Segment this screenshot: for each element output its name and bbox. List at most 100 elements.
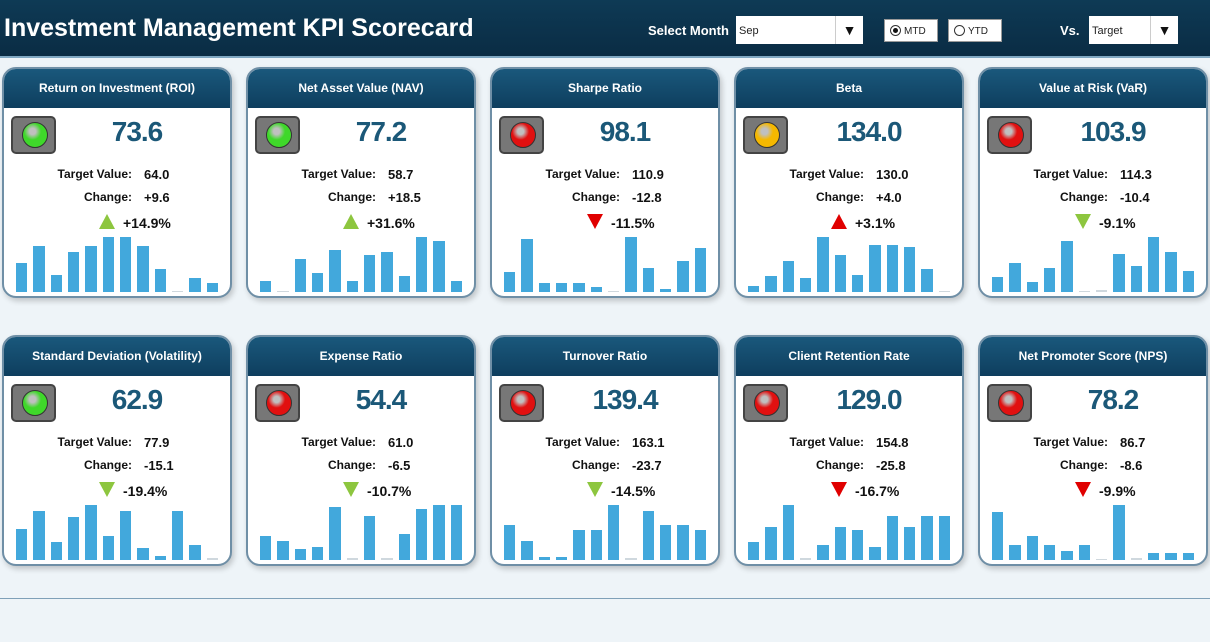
kpi-value: 139.4: [592, 384, 658, 415]
trend-bar: [694, 248, 706, 292]
trend-bar: [154, 556, 166, 560]
trend-bar: [85, 246, 97, 292]
trend-bar: [1078, 544, 1090, 560]
trend-bar-chart: [504, 234, 706, 292]
arrow-up-icon: [99, 214, 115, 229]
arrow-up-icon: [343, 214, 359, 229]
trend-bar: [504, 272, 516, 292]
target-label: Target Value:: [1033, 167, 1108, 181]
trend-bar: [1078, 290, 1090, 292]
target-value: 77.9: [144, 435, 170, 450]
trend-bar-chart: [16, 502, 218, 560]
trend-bar-chart: [748, 502, 950, 560]
vs-select[interactable]: Target ▼: [1089, 16, 1178, 44]
mtd-radio[interactable]: MTD: [884, 19, 938, 42]
trend-bar: [1182, 553, 1194, 560]
trend-bar: [748, 542, 760, 560]
status-light-icon: [11, 384, 56, 422]
trend-bar: [433, 241, 445, 292]
change-percent: +14.9%: [99, 214, 171, 231]
trend-bar: [886, 245, 898, 292]
change-percent: -9.1%: [1075, 214, 1136, 231]
trend-bar-chart: [992, 502, 1194, 560]
trend-bar: [329, 507, 341, 560]
trend-bar: [119, 237, 132, 292]
trend-bar: [817, 237, 829, 292]
change-value: -12.8: [632, 190, 662, 205]
trend-bar: [67, 517, 80, 560]
change-value: +18.5: [388, 190, 421, 205]
change-label: Change:: [84, 458, 132, 472]
trend-bar-chart: [16, 234, 218, 292]
change-value: -8.6: [1120, 458, 1143, 473]
trend-bar: [85, 505, 97, 560]
trend-bar: [154, 269, 166, 292]
trend-bar: [886, 516, 898, 560]
kpi-card: Net Asset Value (NAV) 77.2 Target Value:…: [246, 67, 476, 298]
kpi-value: 134.0: [836, 116, 902, 147]
kpi-card-title: Client Retention Rate: [736, 337, 962, 376]
trend-bar: [817, 544, 829, 560]
percent-value: -11.5%: [611, 215, 655, 231]
trend-bar-chart: [748, 234, 950, 292]
trend-bar: [50, 274, 62, 292]
chevron-down-icon[interactable]: ▼: [1150, 16, 1178, 44]
kpi-value: 129.0: [836, 384, 902, 415]
kpi-card-title: Net Asset Value (NAV): [248, 69, 474, 108]
trend-bar: [67, 251, 80, 292]
arrow-down-icon: [99, 482, 115, 497]
header-bar: Investment Management KPI Scorecard Sele…: [0, 0, 1210, 58]
trend-bar: [625, 557, 637, 560]
trend-bar: [137, 246, 149, 292]
target-value: 114.3: [1120, 167, 1152, 182]
target-value: 64.0: [144, 167, 170, 182]
target-label: Target Value:: [57, 435, 132, 449]
trend-bar: [171, 511, 184, 560]
trend-bar: [346, 281, 358, 292]
trend-bar: [521, 239, 533, 292]
trend-bar-chart: [504, 502, 706, 560]
kpi-card: Turnover Ratio 139.4 Target Value: 163.1…: [490, 335, 720, 566]
trend-bar: [834, 527, 846, 560]
trend-bar: [1095, 558, 1108, 560]
status-light-icon: [499, 116, 544, 154]
trend-bar-chart: [260, 502, 462, 560]
trend-bar: [206, 557, 218, 560]
trend-bar-chart: [992, 234, 1194, 292]
kpi-card: Expense Ratio 54.4 Target Value: 61.0 Ch…: [246, 335, 476, 566]
trend-bar: [607, 290, 620, 292]
kpi-card-title: Return on Investment (ROI): [4, 69, 230, 108]
trend-bar: [1009, 263, 1021, 292]
trend-bar: [381, 557, 393, 560]
trend-bar: [625, 237, 637, 292]
trend-bar: [1165, 251, 1177, 292]
trend-bar: [782, 261, 794, 292]
percent-value: -16.7%: [855, 483, 900, 499]
change-percent: -14.5%: [587, 482, 655, 499]
trend-bar: [834, 255, 846, 292]
kpi-card: Client Retention Rate 129.0 Target Value…: [734, 335, 964, 566]
target-value: 110.9: [632, 167, 664, 182]
trend-bar: [398, 533, 410, 560]
trend-bar: [294, 549, 306, 560]
trend-bar: [521, 541, 533, 560]
month-select[interactable]: Sep ▼: [736, 16, 863, 44]
trend-bar: [921, 269, 933, 292]
kpi-card-title: Sharpe Ratio: [492, 69, 718, 108]
trend-bar: [398, 275, 410, 292]
change-label: Change:: [328, 458, 376, 472]
target-value: 163.1: [632, 435, 665, 450]
change-percent: +3.1%: [831, 214, 895, 231]
kpi-card: Return on Investment (ROI) 73.6 Target V…: [2, 67, 232, 298]
trend-bar: [329, 250, 341, 292]
percent-value: +14.9%: [123, 215, 171, 231]
trend-bar: [938, 290, 950, 292]
change-value: +4.0: [876, 190, 902, 205]
trend-bar: [504, 524, 516, 560]
trend-bar: [1043, 544, 1056, 560]
chevron-down-icon[interactable]: ▼: [835, 16, 863, 44]
arrow-down-icon: [1075, 214, 1091, 229]
target-label: Target Value:: [545, 167, 620, 181]
ytd-radio[interactable]: YTD: [948, 19, 1002, 42]
target-label: Target Value:: [1033, 435, 1108, 449]
